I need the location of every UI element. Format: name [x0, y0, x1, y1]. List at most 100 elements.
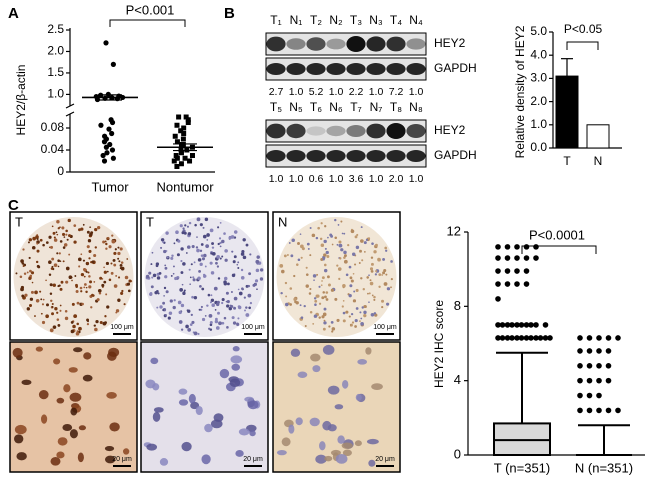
band — [286, 123, 306, 139]
outlier — [586, 335, 593, 341]
outlier — [547, 335, 553, 341]
nucleus — [309, 287, 312, 291]
band — [366, 63, 386, 75]
nucleus — [196, 217, 201, 222]
nucleus — [248, 272, 252, 276]
nucleus — [23, 272, 27, 275]
band — [366, 123, 386, 139]
nucleus — [360, 239, 364, 243]
band — [406, 124, 426, 138]
nucleus — [377, 257, 381, 262]
y-tick-label: 0.08 — [41, 120, 65, 134]
nucleus — [318, 302, 322, 305]
nucleus — [288, 424, 295, 434]
nucleus — [211, 303, 215, 307]
nucleus — [194, 223, 197, 227]
nucleus — [310, 353, 321, 362]
nucleus — [56, 233, 59, 236]
nucleus — [57, 323, 61, 327]
blot-strip — [265, 144, 427, 168]
nucleus — [36, 240, 39, 243]
outlier — [495, 255, 501, 261]
nucleus — [225, 291, 229, 295]
outlier — [514, 255, 520, 261]
nucleus — [179, 288, 184, 292]
nucleus — [48, 235, 52, 239]
nucleus — [219, 241, 222, 245]
nucleus — [373, 295, 376, 299]
nucleus — [178, 320, 183, 324]
nucleus — [22, 264, 25, 267]
nucleus — [80, 253, 83, 256]
nucleus — [111, 239, 116, 244]
ratio: 2.2 — [349, 86, 364, 98]
nucleus — [91, 260, 95, 264]
nucleus — [53, 358, 61, 365]
nucleus — [353, 290, 356, 293]
nucleus — [381, 274, 384, 276]
x-tick-label: T — [563, 154, 571, 168]
nucleus — [93, 253, 97, 258]
data-point — [178, 161, 184, 167]
nucleus — [350, 312, 354, 316]
nucleus — [97, 226, 101, 230]
band — [326, 125, 346, 137]
nucleus — [197, 276, 201, 281]
nucleus — [113, 263, 117, 267]
lane-label: N₅ — [289, 100, 303, 114]
nucleus — [334, 236, 338, 240]
nucleus — [118, 260, 121, 263]
nucleus — [172, 305, 176, 310]
nucleus — [70, 276, 73, 279]
band — [266, 150, 286, 162]
nucleus — [104, 315, 107, 318]
nucleus — [241, 287, 244, 290]
band — [406, 150, 426, 162]
nucleus — [191, 244, 195, 249]
nucleus — [56, 451, 65, 459]
outlier — [495, 296, 501, 302]
nucleus — [39, 238, 43, 242]
nucleus — [58, 284, 61, 287]
nucleus — [104, 446, 115, 452]
nucleus — [219, 257, 222, 260]
nucleus — [30, 271, 35, 275]
nucleus — [169, 299, 173, 303]
nucleus — [71, 279, 73, 282]
nucleus — [26, 271, 29, 274]
nucleus — [151, 251, 154, 254]
nucleus — [117, 246, 120, 249]
nucleus — [320, 243, 325, 248]
nucleus — [36, 237, 39, 241]
y-tick-label: 2.0 — [530, 94, 547, 108]
scale-label: 20 μm — [112, 456, 132, 463]
nucleus — [209, 301, 212, 304]
nucleus — [96, 298, 100, 302]
nucleus — [80, 273, 85, 277]
nucleus — [76, 330, 79, 333]
nucleus — [232, 260, 236, 264]
nucleus — [297, 371, 308, 378]
nucleus — [40, 414, 48, 424]
nucleus — [233, 236, 237, 239]
y-tick-label: 5.0 — [530, 24, 547, 38]
nucleus — [183, 231, 187, 235]
nucleus — [283, 254, 287, 258]
nucleus — [215, 317, 218, 321]
nucleus — [321, 296, 325, 300]
nucleus — [182, 262, 186, 266]
nucleus — [368, 292, 371, 295]
nucleus — [343, 232, 346, 235]
nucleus — [348, 265, 352, 269]
nucleus — [50, 456, 61, 466]
nucleus — [336, 318, 340, 322]
nucleus — [217, 311, 220, 315]
nucleus — [328, 325, 331, 328]
nucleus — [45, 314, 49, 319]
nucleus — [188, 221, 192, 225]
nucleus — [221, 239, 225, 244]
scale-label: 20 μm — [375, 456, 395, 463]
y-tick-label: 1.0 — [530, 117, 547, 131]
nucleus — [86, 323, 90, 326]
nucleus — [293, 297, 297, 302]
